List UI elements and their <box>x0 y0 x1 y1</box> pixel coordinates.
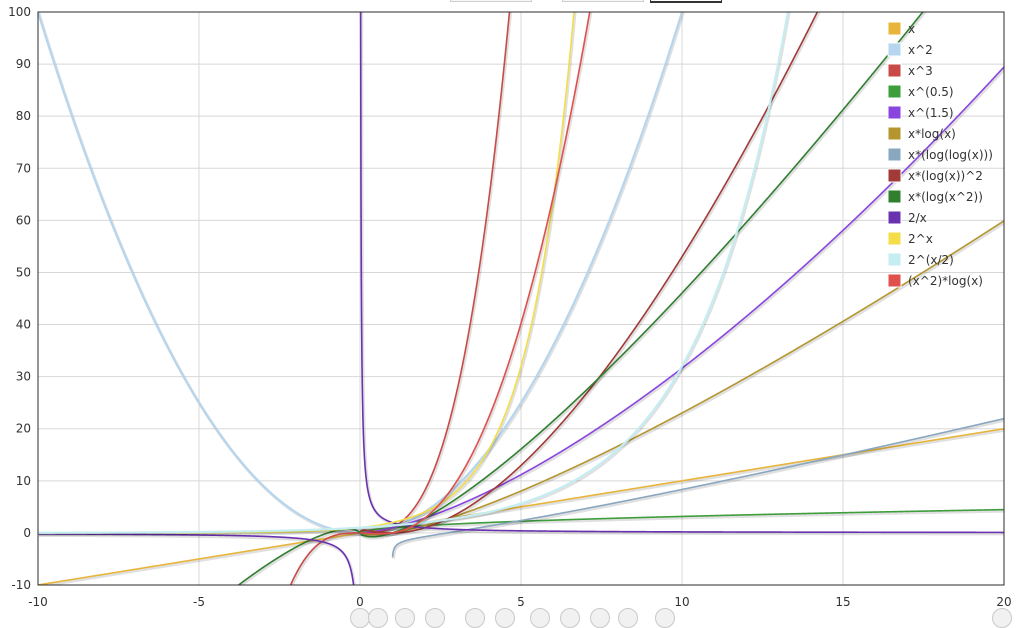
control-dot[interactable] <box>495 608 515 628</box>
legend-swatch <box>887 273 902 288</box>
legend-swatch <box>887 63 902 78</box>
y-tick-label: 0 <box>23 526 31 540</box>
x-tick-label: -5 <box>193 595 205 609</box>
legend-label: x*(log(log(x))) <box>908 148 993 162</box>
control-dot[interactable] <box>655 608 675 628</box>
control-dot[interactable] <box>425 608 445 628</box>
control-dot[interactable] <box>395 608 415 628</box>
control-dot[interactable] <box>618 608 638 628</box>
y-tick-label: 80 <box>16 109 31 123</box>
axis-ticks: -10 -5 0 5 10 15 20 -10 0 10 20 30 40 50 60 70 80 90 100 <box>8 5 1012 609</box>
legend-label: x^2 <box>908 43 933 57</box>
legend-item[interactable]: x*(log(x^2)) <box>887 189 983 204</box>
control-dot[interactable] <box>350 608 370 628</box>
bottom-slider-controls <box>0 608 1026 628</box>
legend-swatch <box>887 105 902 120</box>
series-shadow <box>361 12 593 537</box>
legend-label: x^(1.5) <box>908 106 954 120</box>
legend-item[interactable]: 2^x <box>887 231 933 246</box>
series-shadow <box>39 12 791 536</box>
series-shadow <box>38 428 1004 585</box>
legend-swatch <box>887 231 902 246</box>
legend-item[interactable]: 2^(x/2) <box>887 252 954 267</box>
y-tick-label: 100 <box>8 5 31 19</box>
top-toolbar <box>0 0 1026 3</box>
legend-label: x^3 <box>908 64 933 78</box>
control-dot[interactable] <box>465 608 485 628</box>
series-shadow <box>39 12 1004 585</box>
legend-label: 2/x <box>908 211 927 225</box>
grid <box>37 11 1005 586</box>
x-tick-label: -10 <box>28 595 48 609</box>
legend-swatch <box>887 42 902 57</box>
legend-item[interactable]: x^2 <box>887 42 933 57</box>
x-tick-label: 20 <box>996 595 1011 609</box>
legend-swatch <box>887 189 902 204</box>
legend-swatch <box>887 210 902 225</box>
x-tick-label: 0 <box>356 595 364 609</box>
control-dot[interactable] <box>590 608 610 628</box>
control-dot[interactable] <box>992 608 1012 628</box>
legend-item[interactable]: x^(0.5) <box>887 84 954 99</box>
top-input-1[interactable] <box>450 0 532 2</box>
top-input-2[interactable] <box>562 0 644 2</box>
series-line <box>38 12 684 535</box>
series-shadow <box>39 12 577 536</box>
y-tick-label: -10 <box>11 578 31 592</box>
series-line <box>359 12 819 534</box>
y-tick-label: 70 <box>16 161 31 175</box>
legend-label: x*(log(x))^2 <box>908 169 983 183</box>
y-tick-label: 60 <box>16 213 31 227</box>
legend-item[interactable]: x <box>887 21 915 36</box>
legend-item[interactable]: x^(1.5) <box>887 105 954 120</box>
y-tick-label: 10 <box>16 474 31 488</box>
y-tick-label: 50 <box>16 265 31 279</box>
legend-item[interactable]: x*(log(log(x))) <box>887 147 993 162</box>
x-tick-label: 10 <box>674 595 689 609</box>
legend-label: 2^(x/2) <box>908 253 954 267</box>
series-line <box>38 12 1004 585</box>
series-line <box>359 12 591 535</box>
control-dot[interactable] <box>560 608 580 628</box>
series-group <box>38 12 1004 585</box>
y-tick-label: 20 <box>16 422 31 436</box>
legend-swatch <box>887 21 902 36</box>
legend-swatch <box>887 168 902 183</box>
legend-item[interactable]: x^3 <box>887 63 933 78</box>
legend-item[interactable]: (x^2)*log(x) <box>887 273 983 288</box>
legend-label: x*(log(x^2)) <box>908 190 983 204</box>
series-line <box>359 508 1004 534</box>
legend-swatch <box>887 126 902 141</box>
legend-item[interactable]: 2/x <box>887 210 927 225</box>
series-shadow <box>359 509 1004 536</box>
plot-area <box>38 12 1004 585</box>
legend-item[interactable]: x*(log(x))^2 <box>887 168 983 183</box>
legend[interactable]: x x^2 x^3 x^(0.5) x^(1.5) x*log(x) x*(log(log(… <box>887 21 993 288</box>
legend-label: x*log(x) <box>908 127 956 141</box>
legend-label: x <box>908 22 915 36</box>
x-tick-label: 15 <box>835 595 850 609</box>
legend-swatch <box>887 147 902 162</box>
legend-label: x^(0.5) <box>908 85 954 99</box>
legend-item[interactable]: x*log(x) <box>887 126 956 141</box>
y-tick-label: 90 <box>16 57 31 71</box>
plot-frame <box>37 11 1005 586</box>
series-shadow <box>392 418 1004 559</box>
series-shadow <box>360 221 1004 538</box>
x-tick-label: 5 <box>517 595 525 609</box>
series-line <box>359 220 1004 536</box>
y-tick-label: 40 <box>16 318 31 332</box>
legend-swatch <box>887 84 902 99</box>
series-line <box>391 417 1004 558</box>
legend-label: 2^x <box>908 232 933 246</box>
series-shadow <box>360 12 821 536</box>
legend-swatch <box>887 252 902 267</box>
y-tick-label: 30 <box>16 370 31 384</box>
legend-label: (x^2)*log(x) <box>908 274 983 288</box>
control-dot[interactable] <box>530 608 550 628</box>
top-input-3[interactable] <box>650 0 722 3</box>
series-line <box>38 12 789 534</box>
control-dot[interactable] <box>368 608 388 628</box>
